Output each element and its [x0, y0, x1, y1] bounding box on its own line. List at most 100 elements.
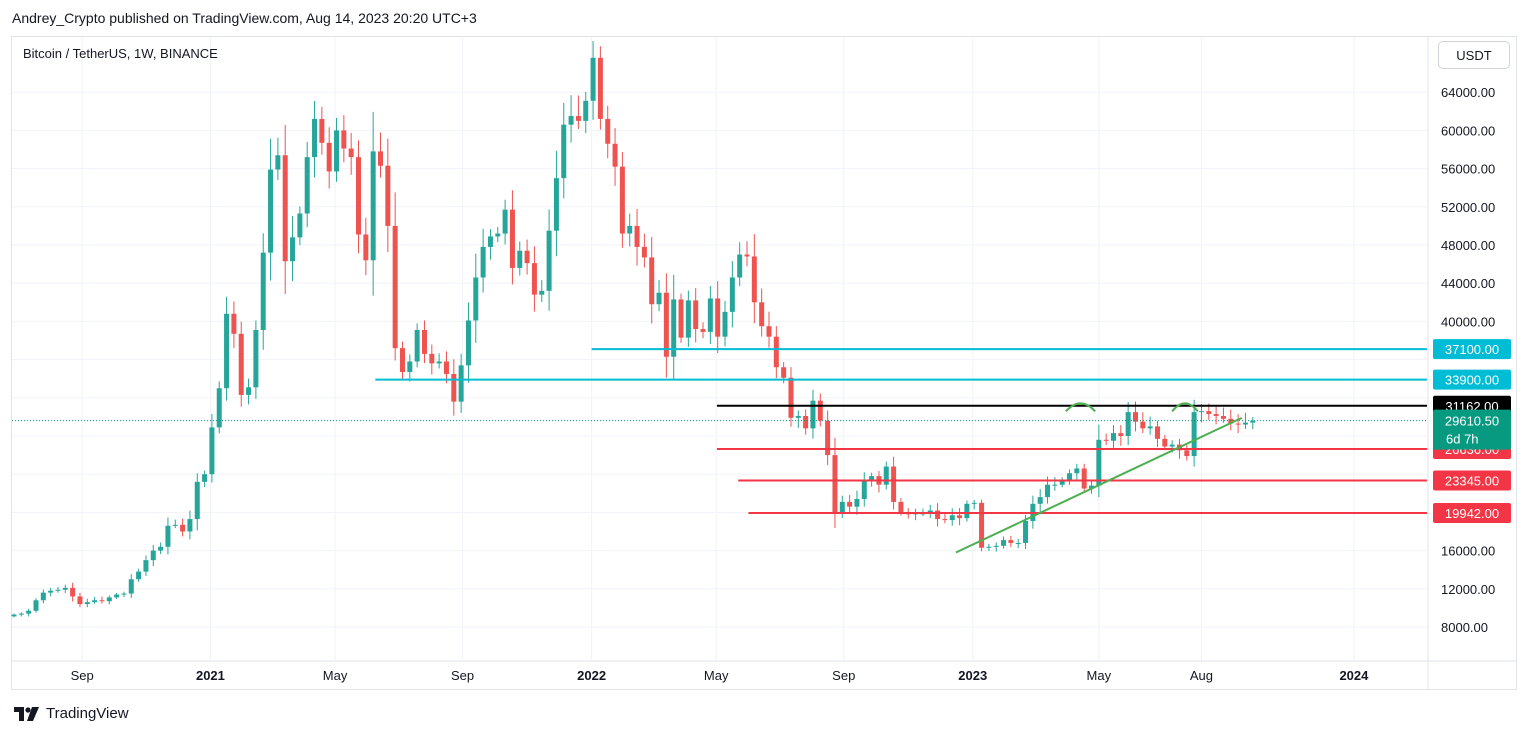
- candle-body: [260, 252, 266, 330]
- candle-body: [121, 593, 127, 595]
- candle-body: [810, 400, 816, 429]
- candle-body: [568, 116, 574, 125]
- candle-body: [1037, 497, 1043, 504]
- candle-body: [663, 292, 669, 357]
- chart-frame: [11, 36, 1517, 690]
- candle-body: [715, 298, 721, 337]
- candle-body: [356, 157, 362, 235]
- candle-body: [1132, 412, 1138, 422]
- candle-body: [832, 455, 838, 514]
- candle-body: [685, 300, 691, 338]
- x-tick-label: May: [704, 668, 729, 683]
- candle-body: [575, 116, 581, 121]
- candle-body: [487, 236, 493, 247]
- candle-body: [942, 519, 948, 521]
- candle-body: [1154, 426, 1160, 439]
- x-tick-label: Sep: [451, 668, 474, 683]
- candle-body: [1081, 468, 1087, 489]
- level-layer: [12, 348, 1427, 554]
- candle-body: [605, 118, 611, 144]
- candle-body: [1184, 450, 1190, 457]
- candle-body: [751, 256, 757, 303]
- candle-body: [1059, 479, 1065, 485]
- candle-body: [1169, 444, 1175, 447]
- level-label-box: [1433, 470, 1511, 491]
- candle-body: [180, 524, 186, 532]
- candle-body: [1206, 411, 1212, 415]
- candle-body: [869, 476, 875, 481]
- candle-body: [898, 501, 904, 513]
- candle-body: [883, 466, 889, 485]
- x-tick-label: May: [1087, 668, 1112, 683]
- candle-body: [627, 225, 633, 234]
- candle-body: [436, 361, 442, 364]
- x-tick-label: 2022: [577, 668, 606, 683]
- candle-body: [99, 600, 105, 602]
- candle-body: [927, 510, 933, 514]
- trend-line: [955, 416, 1243, 554]
- candle-body: [1074, 468, 1080, 474]
- y-tick-label: 60000.00: [1441, 123, 1495, 138]
- candle-body: [964, 503, 970, 519]
- candle-body: [825, 420, 831, 456]
- candle-body: [216, 388, 222, 428]
- candle-body: [700, 329, 706, 332]
- candle-body: [158, 546, 164, 551]
- candle-body: [957, 515, 963, 519]
- level-label-box: [1433, 502, 1511, 523]
- top-arc: [1065, 402, 1096, 413]
- candle-body: [458, 365, 464, 402]
- level-label: 37100.00: [1445, 342, 1499, 357]
- candle-body: [290, 237, 296, 262]
- candle-body: [641, 246, 647, 258]
- y-tick-label: 56000.00: [1441, 162, 1495, 177]
- candle-body: [326, 142, 332, 172]
- candle-body: [304, 157, 310, 214]
- candle-body: [1103, 439, 1109, 441]
- candle-body: [986, 546, 992, 548]
- candle-body: [744, 254, 750, 257]
- candle-body: [979, 502, 985, 548]
- candle-body: [693, 300, 699, 330]
- candle-body: [114, 594, 120, 598]
- candle-body: [84, 602, 90, 605]
- candle-body: [707, 298, 713, 332]
- candle-body: [1045, 484, 1051, 498]
- tradingview-brand-text: TradingView: [46, 705, 129, 722]
- candle-body: [1250, 420, 1256, 423]
- candle-body: [473, 277, 479, 321]
- candle-body: [1111, 433, 1116, 441]
- x-tick-label: 2024: [1339, 668, 1369, 683]
- candle-body: [619, 166, 625, 234]
- candle-body: [26, 610, 32, 614]
- candle-body: [268, 169, 274, 253]
- level-label: 33900.00: [1445, 373, 1499, 388]
- candle-body: [847, 501, 853, 507]
- candle-body: [70, 587, 76, 597]
- candle-body: [106, 597, 112, 602]
- y-tick-label: 8000.00: [1441, 620, 1488, 635]
- candle-body: [224, 313, 230, 389]
- candle-body: [48, 590, 54, 593]
- currency-button[interactable]: USDT: [1438, 41, 1510, 69]
- symbol-title[interactable]: Bitcoin / TetherUS, 1W, BINANCE: [23, 46, 218, 61]
- tradingview-logo[interactable]: TradingView: [14, 705, 129, 722]
- candle-body: [1235, 423, 1241, 425]
- label-layer: 37100.0033900.0031162.0026636.0023345.00…: [1433, 339, 1511, 523]
- candle-body: [1198, 411, 1204, 413]
- candle-body: [275, 155, 281, 170]
- candle-body: [671, 299, 677, 357]
- candle-body: [1023, 520, 1029, 543]
- candle-body: [553, 178, 559, 231]
- x-tick-label: 2021: [196, 668, 225, 683]
- candle-body: [590, 57, 596, 101]
- candle-body: [407, 361, 413, 373]
- candle-body: [817, 400, 823, 421]
- current-price-label: 29610.50: [1445, 414, 1499, 429]
- candle-body: [414, 329, 420, 362]
- candle-body: [1162, 438, 1168, 447]
- candle-body: [480, 246, 486, 278]
- candle-body: [495, 233, 501, 237]
- candle-body: [612, 143, 618, 167]
